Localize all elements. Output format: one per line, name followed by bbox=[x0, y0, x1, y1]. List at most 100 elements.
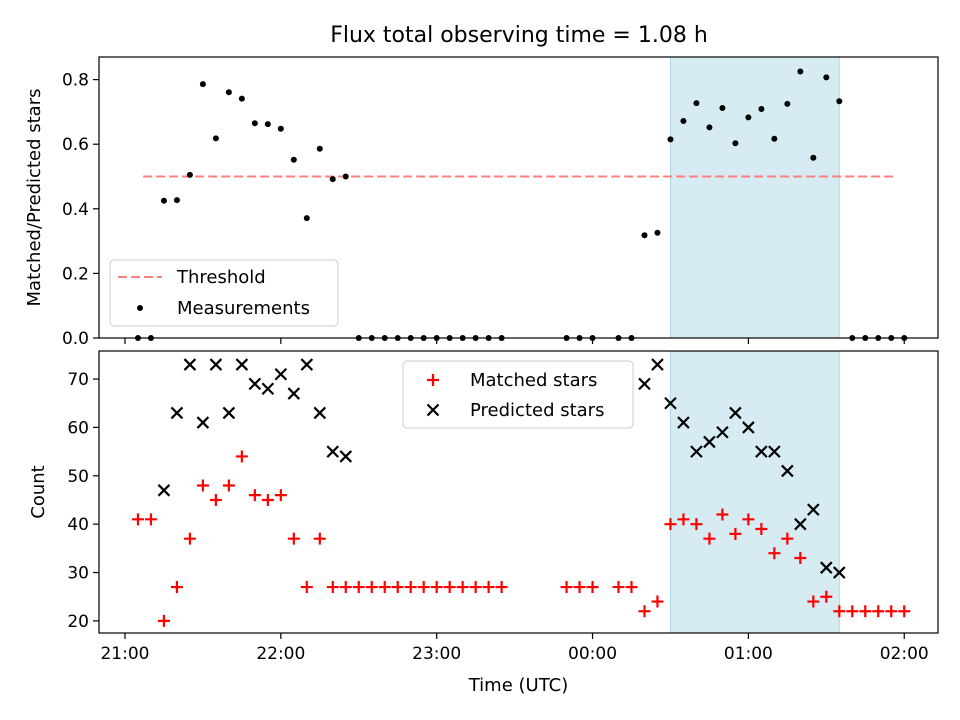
predicted-star-marker bbox=[222, 406, 236, 420]
measurement-point bbox=[641, 232, 648, 239]
measurement-point bbox=[719, 105, 726, 112]
measurement-point bbox=[784, 100, 791, 107]
matched-star-marker bbox=[859, 605, 872, 618]
plot-frame bbox=[98, 56, 939, 339]
legend-label-threshold: Threshold bbox=[176, 267, 266, 288]
predicted-star-marker bbox=[651, 358, 664, 371]
measurement-point bbox=[186, 171, 193, 178]
matched-star-marker bbox=[846, 605, 859, 618]
measurement-point bbox=[836, 98, 843, 105]
matched-star-marker bbox=[807, 595, 820, 608]
matched-star-marker bbox=[183, 532, 196, 545]
predicted-star-marker bbox=[742, 421, 755, 434]
legend: Threshold Measurements bbox=[109, 259, 339, 327]
measurement-point bbox=[290, 156, 297, 163]
y-tick-label: 30 bbox=[67, 564, 89, 584]
measurement-point bbox=[264, 121, 271, 128]
measurement-point bbox=[706, 124, 713, 131]
predicted-star-marker bbox=[690, 445, 703, 458]
axis-ticks: 0.0 0.2 0.4 0.6 0.8 bbox=[62, 71, 905, 349]
matched-star-marker bbox=[430, 581, 443, 594]
predicted-star-marker bbox=[157, 484, 171, 497]
measurement-point bbox=[225, 89, 232, 96]
x-tick-label: 02:00 bbox=[880, 644, 929, 664]
matched-star-marker bbox=[651, 595, 664, 608]
predicted-star-marker bbox=[794, 517, 807, 531]
plot-frame bbox=[98, 350, 939, 634]
measurement-point bbox=[329, 176, 336, 183]
matched-star-marker bbox=[833, 605, 846, 618]
matched-star-marker bbox=[612, 581, 625, 594]
matched-star-marker bbox=[222, 479, 235, 492]
legend-label-predicted: Predicted stars bbox=[470, 400, 604, 421]
figure-title: Flux total observing time = 1.08 h bbox=[330, 23, 708, 48]
matched-star-marker bbox=[456, 581, 469, 594]
predicted-star-marker bbox=[261, 382, 275, 396]
matched-star-marker bbox=[690, 518, 703, 531]
matched-star-marker bbox=[274, 489, 287, 502]
measurement-points bbox=[134, 68, 908, 341]
measurement-point bbox=[303, 215, 310, 222]
matched-star-marker bbox=[144, 513, 157, 526]
matched-star-marker bbox=[287, 532, 300, 545]
measurement-point bbox=[693, 100, 700, 107]
legend-label-measurements: Measurements bbox=[177, 298, 310, 319]
matched-star-marker bbox=[352, 581, 365, 594]
matched-star-marker bbox=[742, 513, 755, 526]
y-tick-label: 0.4 bbox=[62, 200, 89, 220]
legend-box bbox=[402, 360, 634, 429]
predicted-star-marker bbox=[820, 561, 833, 574]
measurement-point bbox=[316, 145, 323, 152]
y-tick-label: 40 bbox=[67, 515, 89, 535]
matched-star-marker bbox=[326, 581, 339, 594]
matched-star-marker bbox=[248, 489, 261, 502]
matched-star-marker bbox=[664, 518, 677, 531]
predicted-star-marker bbox=[664, 396, 677, 410]
predicted-star-marker bbox=[300, 358, 314, 371]
measurement-point bbox=[797, 68, 804, 75]
predicted-star-marker bbox=[313, 406, 327, 420]
y-tick-label: 0.2 bbox=[62, 264, 89, 284]
matched-star-marker bbox=[586, 581, 599, 594]
predicted-star-marker bbox=[716, 425, 729, 439]
matched-star-marker bbox=[131, 513, 144, 526]
matched-star-marker bbox=[768, 547, 781, 560]
predicted-star-marker bbox=[287, 387, 301, 400]
predicted-star-marker bbox=[235, 358, 249, 371]
predicted-star-marker bbox=[339, 450, 353, 463]
matched-star-marker bbox=[677, 513, 690, 526]
highlight-span bbox=[669, 350, 840, 634]
y-tick-label: 70 bbox=[67, 370, 89, 390]
x-tick-label: 21:00 bbox=[100, 644, 149, 664]
matched-star-marker bbox=[469, 581, 482, 594]
y-tick-label: 50 bbox=[67, 467, 89, 487]
y-axis-label: Count bbox=[28, 465, 49, 518]
matched-star-marker bbox=[482, 581, 495, 594]
measurement-point bbox=[199, 81, 206, 88]
measurement-point bbox=[758, 106, 765, 113]
legend-label-matched: Matched stars bbox=[470, 370, 597, 391]
y-tick-label: 0.0 bbox=[62, 329, 89, 349]
matched-star-marker bbox=[638, 605, 651, 618]
predicted-star-marker bbox=[807, 503, 820, 516]
count-points bbox=[131, 358, 911, 627]
measurement-point bbox=[823, 74, 830, 81]
matched-star-marker bbox=[404, 581, 417, 594]
measurement-point bbox=[654, 229, 661, 236]
predicted-star-marker bbox=[833, 566, 846, 579]
predicted-star-marker bbox=[768, 445, 781, 458]
matched-legend-icon bbox=[427, 374, 439, 386]
measurement-point bbox=[771, 135, 778, 142]
matched-star-marker bbox=[209, 493, 222, 506]
matched-star-marker bbox=[300, 581, 313, 594]
measurement-point bbox=[680, 117, 687, 124]
measurement-point bbox=[173, 197, 180, 204]
matched-star-marker bbox=[560, 581, 573, 594]
y-tick-label: 0.6 bbox=[62, 135, 89, 155]
matched-star-marker bbox=[495, 581, 508, 594]
predicted-star-marker bbox=[274, 367, 288, 381]
x-axis-label: Time (UTC) bbox=[468, 675, 569, 696]
matched-star-marker bbox=[170, 581, 183, 594]
predicted-legend-icon bbox=[426, 403, 440, 417]
